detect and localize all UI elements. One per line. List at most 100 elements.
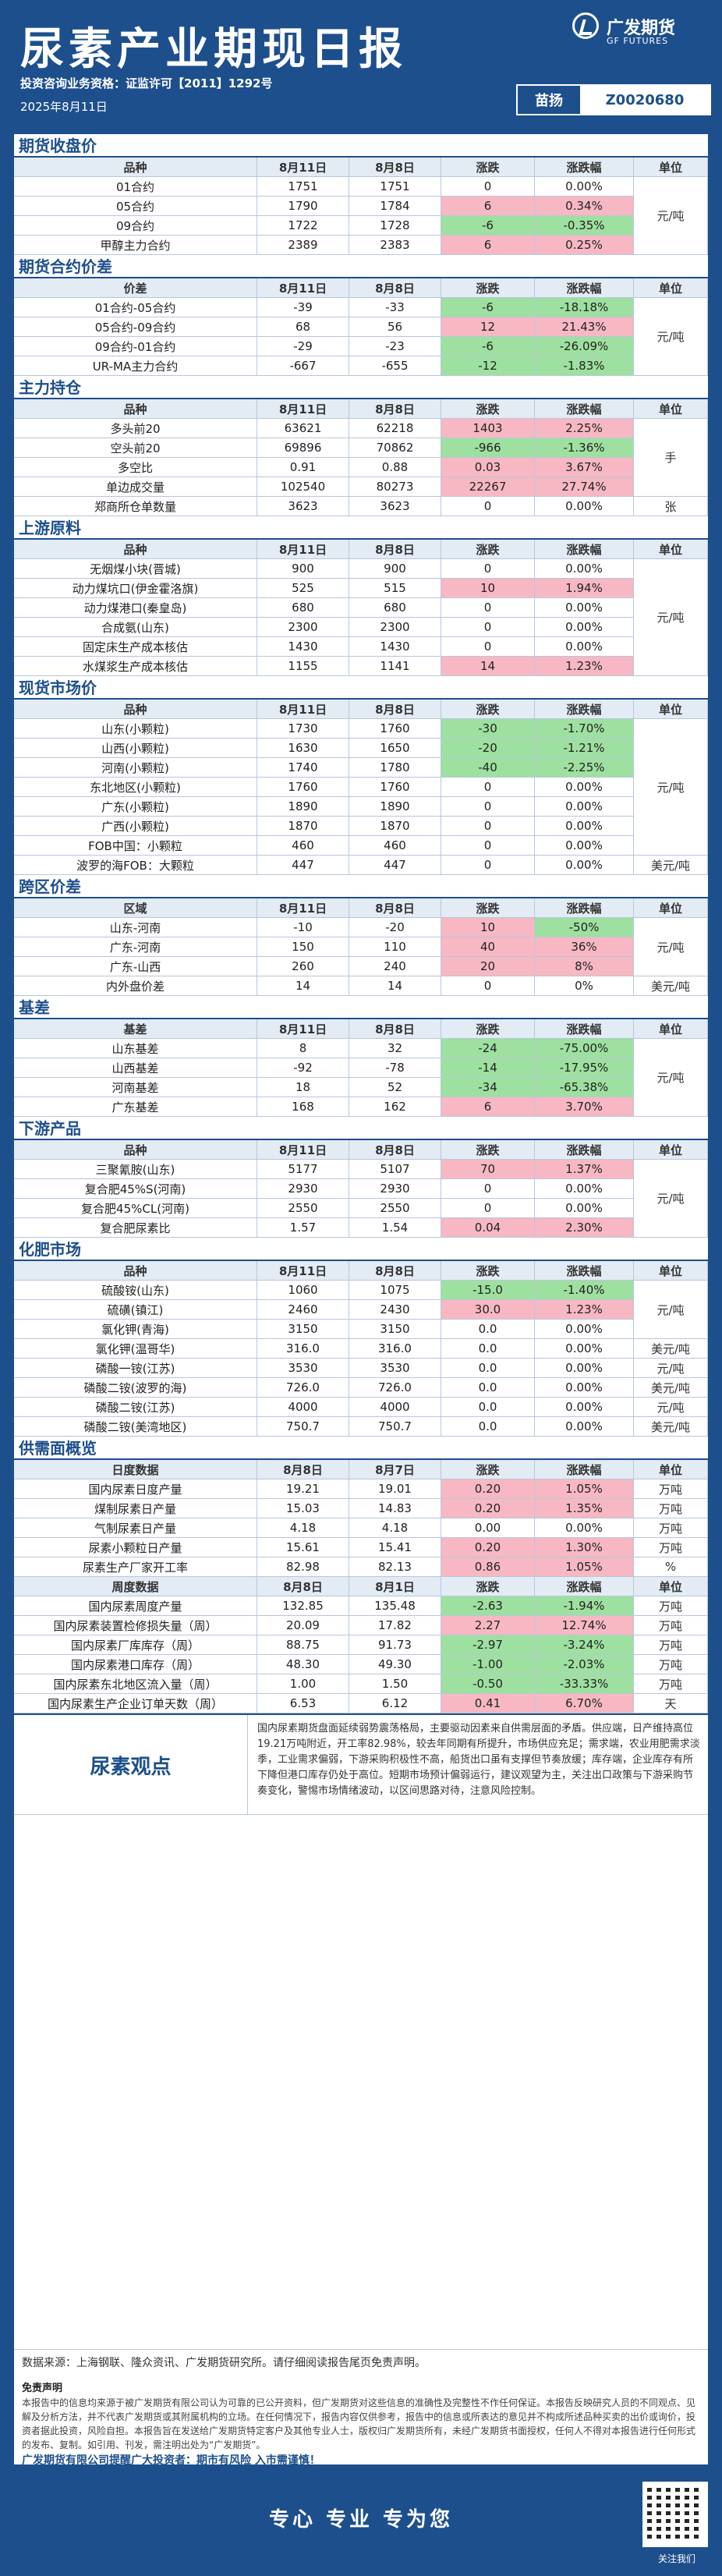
table-cell: 1870 (349, 817, 441, 836)
table-cell: 磷酸一铵(江苏) (14, 1359, 257, 1378)
table-header-cell: 单位 (634, 278, 708, 298)
unit-cell: 元/吨 (634, 918, 708, 976)
data-table: 品种 8月11日 8月8日 涨跌 涨跌幅 单位 无烟煤小块(晋城) 900 900 0 0.00% 动… (14, 540, 708, 676)
table-cell: 2300 (349, 618, 441, 637)
table-cell: -1.00 (441, 1655, 535, 1674)
table-cell: 波罗的海FOB：大颗粒 (14, 856, 257, 875)
table-cell: 750.7 (349, 1417, 441, 1437)
table-cell: -2.63 (441, 1596, 535, 1616)
unit-cell: 美元/吨 (634, 1339, 708, 1359)
section-8: 化肥市场 品种 8月11日 8月8日 涨跌 涨跌幅 单位 硫酸铵(山东) 1060 1075 -15… (14, 1238, 708, 1437)
table-cell: 2.25% (535, 419, 634, 438)
disclaimer-title: 免责声明 (22, 2383, 63, 2394)
table-header-cell: 8月8日 (257, 1460, 349, 1479)
unit-cell: 万吨 (634, 1674, 708, 1694)
table-cell: 山东基差 (14, 1039, 257, 1058)
table-cell: 1141 (349, 657, 441, 676)
table-cell: 01合约 (14, 177, 257, 197)
analyst-name: 苗扬 (535, 93, 563, 109)
table-cell: 1430 (349, 637, 441, 657)
table-cell: 0 (441, 559, 535, 579)
table-cell: 1870 (257, 817, 349, 836)
table-header-cell: 单位 (634, 1577, 708, 1596)
table-cell: 0.91 (257, 458, 349, 477)
table-cell: 1760 (257, 778, 349, 797)
table-cell: 1790 (257, 197, 349, 216)
table-cell: -78 (349, 1058, 441, 1078)
table-cell: -20 (349, 918, 441, 937)
table-header-cell: 8月11日 (257, 1140, 349, 1160)
table-cell: 甲醇主力合约 (14, 236, 257, 255)
unit-cell: 元/吨 (634, 1281, 708, 1339)
table-cell: -1.70% (535, 719, 634, 739)
table-header-cell: 单位 (634, 700, 708, 719)
table-cell: 6 (441, 1097, 535, 1117)
unit-cell: 元/吨 (634, 298, 708, 376)
table-cell: 0.00% (535, 497, 634, 516)
table-cell: 广东基差 (14, 1097, 257, 1117)
table-cell: 6 (441, 197, 535, 216)
brand-name-en: GF FUTURES (607, 36, 669, 46)
table-cell: 动力煤港口(秦皇岛) (14, 598, 257, 618)
table-cell: 0.00 (441, 1518, 535, 1538)
table-cell: 1.00 (257, 1674, 349, 1694)
table-header-cell: 8月8日 (349, 1019, 441, 1039)
table-header-cell: 品种 (14, 1140, 257, 1160)
table-cell: 0.00% (535, 1378, 634, 1398)
table-cell: 0.00% (535, 637, 634, 657)
table-cell: 空头前20 (14, 438, 257, 458)
table-cell: 4.18 (257, 1518, 349, 1538)
table-cell: -6 (441, 298, 535, 317)
table-cell: 6.70% (535, 1694, 634, 1713)
table-cell: 1751 (257, 177, 349, 197)
table-cell: 62218 (349, 419, 441, 438)
table-cell: 750.7 (257, 1417, 349, 1437)
section-title: 期货收盘价 (14, 134, 708, 158)
section-7: 下游产品 品种 8月11日 8月8日 涨跌 涨跌幅 单位 三聚氰胺(山东) 5177 5107 70… (14, 1117, 708, 1238)
table-header-cell: 涨跌 (441, 1019, 535, 1039)
table-cell: 36% (535, 937, 634, 957)
report-date: 2025年8月11日 (20, 100, 108, 114)
table-cell: 2550 (349, 1199, 441, 1218)
table-header-cell: 单位 (634, 1460, 708, 1479)
table-cell: 09合约-01合约 (14, 337, 257, 356)
table-cell: 2383 (349, 236, 441, 255)
table-cell: -2.97 (441, 1635, 535, 1655)
table-cell: 3150 (349, 1320, 441, 1339)
table-header-cell: 品种 (14, 540, 257, 559)
table-cell: 1740 (257, 758, 349, 778)
table-cell: 88.75 (257, 1635, 349, 1655)
table-cell: 2389 (257, 236, 349, 255)
table-cell: 郑商所仓单数量 (14, 497, 257, 516)
table-cell: 150 (257, 937, 349, 957)
table-cell: 1780 (349, 758, 441, 778)
unit-cell: % (634, 1557, 708, 1577)
table-cell: 山东(小颗粒) (14, 719, 257, 739)
data-table: 品种 8月11日 8月8日 涨跌 涨跌幅 单位 山东(小颗粒) 1730 1760 -30 -1.7… (14, 700, 708, 875)
table-cell: 20 (441, 957, 535, 976)
section-1: 期货合约价差 价差 8月11日 8月8日 涨跌 涨跌幅 单位 01合约-05合约 -39 -33-… (14, 255, 708, 376)
brand-logo: 广发期货 GF FUTURES (572, 12, 713, 50)
table-cell: 80273 (349, 477, 441, 497)
table-cell: 102540 (257, 477, 349, 497)
table-cell: 316.0 (257, 1339, 349, 1359)
unit-cell: 元/吨 (634, 1359, 708, 1378)
table-cell: 1730 (257, 719, 349, 739)
report-header: 尿素产业期现日报 投资咨询业务资格：证监许可【2011】1292号 2025年8… (0, 0, 722, 131)
table-cell: -30 (441, 719, 535, 739)
table-header-cell: 8月8日 (349, 898, 441, 918)
table-cell: 63621 (257, 419, 349, 438)
table-cell: 21.43% (535, 317, 634, 337)
unit-cell: 美元/吨 (634, 1378, 708, 1398)
table-cell: 磷酸二铵(美湾地区) (14, 1417, 257, 1437)
table-cell: 0.25% (535, 236, 634, 255)
unit-cell: 元/吨 (634, 1398, 708, 1417)
table-cell: -6 (441, 216, 535, 236)
table-cell: 0.20 (441, 1499, 535, 1518)
table-cell: -40 (441, 758, 535, 778)
section-title: 化肥市场 (14, 1238, 708, 1261)
footer-slogan: 专心 专业 专为您 (268, 2508, 454, 2532)
unit-cell: 美元/吨 (634, 976, 708, 996)
table-header-cell: 8月1日 (349, 1577, 441, 1596)
table-cell: 48.30 (257, 1655, 349, 1674)
